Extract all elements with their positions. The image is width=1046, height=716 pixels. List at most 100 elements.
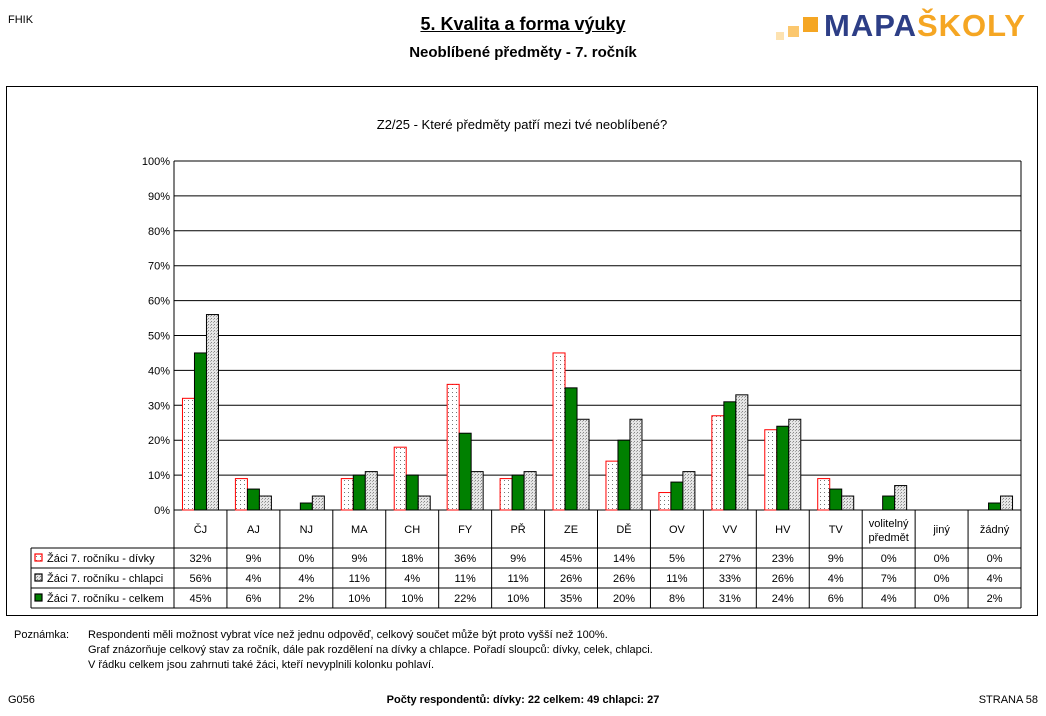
category-label: ZE xyxy=(564,524,578,536)
notes-label: Poznámka: xyxy=(14,629,70,641)
logo-square-icon xyxy=(776,32,784,40)
category-label: MA xyxy=(351,524,368,536)
data-label: 11% xyxy=(507,573,528,585)
bar xyxy=(670,481,684,511)
y-tick-label: 50% xyxy=(148,331,170,343)
page-number: STRANA 58 xyxy=(978,694,1038,706)
y-tick-label: 20% xyxy=(148,435,170,447)
bar xyxy=(234,478,248,511)
data-label: 0% xyxy=(934,573,950,585)
bar xyxy=(299,502,313,511)
data-label: 20% xyxy=(613,593,635,605)
bar xyxy=(523,471,537,511)
data-label: 23% xyxy=(772,553,794,565)
bar xyxy=(629,418,643,511)
category-label: volitelný xyxy=(869,518,909,530)
data-label: 10% xyxy=(348,593,370,605)
bar xyxy=(552,352,566,511)
logo-text: MAPAŠKOLY xyxy=(824,8,1026,44)
bar xyxy=(181,397,195,511)
data-label: 4% xyxy=(298,573,314,585)
data-label: 9% xyxy=(828,553,844,565)
y-tick-label: 80% xyxy=(148,226,170,238)
logo-square-icon xyxy=(788,26,799,37)
category-label: OV xyxy=(669,524,686,536)
data-label: 33% xyxy=(719,573,741,585)
bar xyxy=(1000,495,1014,511)
category-label: předmět xyxy=(868,532,908,544)
bar xyxy=(829,488,843,511)
bar xyxy=(499,478,513,511)
bar xyxy=(735,394,749,511)
data-label: 11% xyxy=(666,573,687,585)
data-label: 4% xyxy=(987,573,1003,585)
category-label: žádný xyxy=(980,524,1010,536)
category-label: NJ xyxy=(300,524,313,536)
legend-label: Žáci 7. ročníku - celkem xyxy=(47,592,164,605)
note-line: Respondenti měli možnost vybrat více než… xyxy=(88,629,608,641)
bar xyxy=(776,425,790,511)
legend-label: Žáci 7. ročníku - chlapci xyxy=(47,572,163,585)
bar xyxy=(311,495,325,511)
data-label: 2% xyxy=(987,593,1003,605)
data-label: 0% xyxy=(881,553,897,565)
data-label: 2% xyxy=(298,593,314,605)
bar xyxy=(470,471,484,511)
data-label: 31% xyxy=(719,593,741,605)
data-label: 0% xyxy=(298,553,314,565)
note-line: Graf znázorňuje celkový stav za ročník, … xyxy=(88,644,653,656)
data-label: 11% xyxy=(455,573,476,585)
data-label: 9% xyxy=(351,553,367,565)
category-label: PŘ xyxy=(510,523,525,536)
data-label: 4% xyxy=(881,593,897,605)
bar xyxy=(446,383,460,511)
data-label: 26% xyxy=(560,573,582,585)
data-label: 10% xyxy=(401,593,423,605)
data-label: 36% xyxy=(454,553,476,565)
logo-square-icon xyxy=(803,17,818,32)
y-tick-label: 10% xyxy=(148,470,170,482)
data-label: 9% xyxy=(510,553,526,565)
y-tick-label: 40% xyxy=(148,365,170,377)
legend-swatch xyxy=(34,553,43,562)
bar xyxy=(882,495,896,511)
category-label: ČJ xyxy=(194,523,207,536)
legend-swatch xyxy=(34,573,43,582)
category-label: DĚ xyxy=(616,523,631,536)
data-label: 22% xyxy=(454,593,476,605)
y-tick-label: 30% xyxy=(148,400,170,412)
category-label: AJ xyxy=(247,524,260,536)
bar xyxy=(193,352,207,511)
bar xyxy=(817,478,831,511)
data-label: 32% xyxy=(189,553,211,565)
data-label: 56% xyxy=(189,573,211,585)
data-label: 24% xyxy=(772,593,794,605)
bar xyxy=(393,446,407,511)
data-label: 5% xyxy=(669,553,685,565)
category-label: jiný xyxy=(932,524,950,536)
bar xyxy=(894,485,908,511)
data-label: 10% xyxy=(507,593,529,605)
y-tick-label: 90% xyxy=(148,191,170,203)
notes-lines: Respondenti měli možnost vybrat více než… xyxy=(88,628,848,673)
chart-title: Z2/25 - Které předměty patří mezi tvé ne… xyxy=(377,117,668,132)
bar xyxy=(788,418,802,511)
header-code: FHIK xyxy=(8,14,34,26)
mapa-skoly-logo: MAPAŠKOLY xyxy=(776,8,1032,44)
bar xyxy=(364,471,378,511)
chart-frame: Z2/25 - Které předměty patří mezi tvé ne… xyxy=(6,86,1038,616)
data-label: 45% xyxy=(560,553,582,565)
data-label: 45% xyxy=(189,593,211,605)
bar xyxy=(258,495,272,511)
bar xyxy=(605,460,619,511)
data-label: 35% xyxy=(560,593,582,605)
y-tick-label: 60% xyxy=(148,296,170,308)
bar xyxy=(764,429,778,511)
data-label: 4% xyxy=(245,573,261,585)
data-label: 7% xyxy=(881,573,897,585)
bar xyxy=(658,492,672,511)
note-line: V řádku celkem jsou zahrnuti také žáci, … xyxy=(88,659,435,671)
data-label: 8% xyxy=(669,593,685,605)
bar xyxy=(405,474,419,511)
bar xyxy=(988,502,1002,511)
